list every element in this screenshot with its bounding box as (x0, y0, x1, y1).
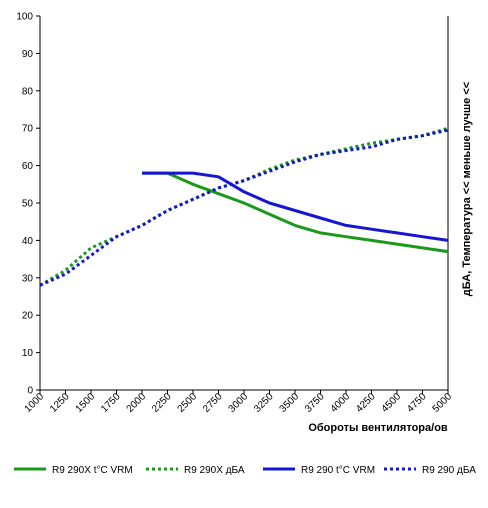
legend-label-1: R9 290X t°C VRM (52, 465, 133, 476)
x-axis-title: Обороты вентилятора/ов (308, 422, 448, 434)
x-axis-ticks: 1000 1250 1500 1750 2000 2250 2500 2750 3000 3250… (23, 390, 455, 415)
x-tick-label: 3000 (227, 391, 251, 415)
x-tick-label: 2250 (150, 391, 174, 415)
series-line-4 (39, 128, 449, 287)
x-tick-label: 3250 (252, 391, 276, 415)
x-tick-label: 2750 (201, 391, 225, 415)
x-tick-label: 1000 (23, 391, 47, 415)
x-tick-label: 1500 (74, 391, 98, 415)
legend-label-4: R9 290 дБА (422, 465, 476, 476)
y-tick-label: 70 (22, 124, 34, 135)
y-axis-title: дБА, Температура << меньше лучше << (461, 82, 473, 296)
y-tick-label: 40 (22, 236, 34, 247)
y-tick-label: 10 (22, 348, 34, 359)
series-line-3 (142, 171, 449, 242)
x-tick-label: 5000 (431, 391, 455, 415)
legend-label-2: R9 290X дБА (184, 465, 245, 476)
series-line-1 (142, 171, 449, 254)
y-tick-label: 20 (22, 311, 34, 322)
y-tick-label: 100 (16, 12, 33, 23)
legend-label-3: R9 290 t°C VRM (301, 465, 375, 476)
x-tick-label: 3500 (278, 391, 302, 415)
x-tick-label: 4500 (380, 391, 404, 415)
y-tick-label: 50 (22, 199, 34, 210)
y-tick-label: 0 (27, 386, 33, 397)
x-tick-label: 4750 (405, 391, 429, 415)
y-tick-label: 90 (22, 49, 34, 60)
y-tick-label: 30 (22, 273, 34, 284)
x-tick-label: 2000 (125, 391, 149, 415)
x-tick-label: 2500 (176, 391, 200, 415)
y-axis-ticks: 0 10 20 30 40 50 60 70 80 90 100 (16, 12, 40, 397)
y-tick-label: 80 (22, 86, 34, 97)
x-tick-label: 1750 (99, 391, 123, 415)
series-layer (39, 126, 449, 287)
x-tick-label: 1250 (48, 391, 72, 415)
x-tick-label: 3750 (303, 391, 327, 415)
x-tick-label: 4250 (354, 391, 378, 415)
y-tick-label: 60 (22, 161, 34, 172)
legend: R9 290X t°C VRM R9 290X дБА R9 290 t°C VRM… (14, 465, 476, 476)
series-line-2 (39, 126, 449, 287)
x-tick-label: 4000 (329, 391, 353, 415)
